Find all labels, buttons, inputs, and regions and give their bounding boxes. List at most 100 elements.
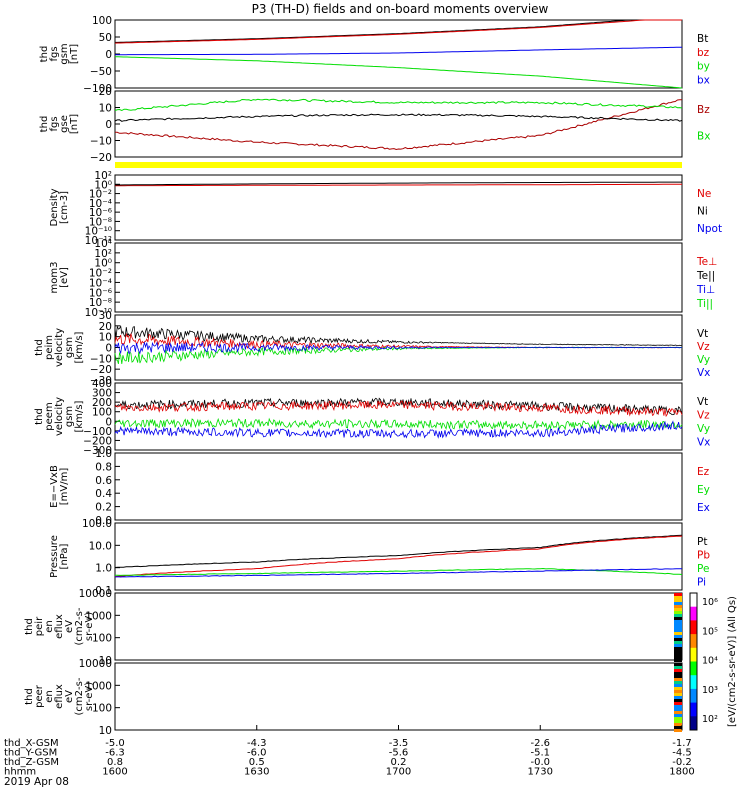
legend-fgs_gsm: bz [697,47,710,59]
ytick-label-peir: 1000 [85,610,112,622]
colorbar-segment [690,606,697,621]
series-Pt [114,534,683,568]
xaxis-value: -5.6 [389,748,409,759]
colorbar-tick: 10⁴ [702,656,718,667]
legend-efield: Ey [697,484,710,496]
panel-frame-temp [114,242,683,313]
xaxis-value: -1.7 [672,738,692,749]
colorbar-segment [690,620,697,635]
legend-peim_v: Vx [697,367,710,379]
spectrogram-cell [674,663,682,666]
ylabel-fgs_gse: fgs [49,116,60,131]
ytick-label-peer: 10000 [79,658,112,670]
series-Bt [115,19,682,43]
colorbar-tick: 10⁵ [702,626,718,637]
panel-frame-peir [114,592,683,661]
xaxis-value: -2.6 [530,738,550,749]
xaxis-value: -0.2 [672,757,692,768]
ytick-label-fgs_gsm: −50 [90,66,112,78]
legend-density: Npot [697,223,722,235]
legend-temp: Ti⊥ [696,284,715,296]
ytick-label-peim_v: −30 [90,375,112,387]
spectrogram-cell [674,656,682,659]
ytick-label-temp: 10⁻⁶ [89,287,112,299]
spectrogram-cell [674,675,682,678]
ytick-label-density: 10² [94,170,112,182]
ytick-label-peem_v: −100 [83,426,112,438]
ytick-label-fgs_gse: 10 [99,103,112,115]
ytick-label-peir: 100 [92,633,112,645]
ytick-label-efield: 0.2 [95,502,112,514]
ytick-label-peir: 10000 [79,588,112,600]
colorbar-segment [690,688,697,704]
spectrogram-cell [674,708,682,711]
ytick-label-temp: 10⁻² [89,268,112,280]
colorbar-segment [690,675,697,690]
panel-frame-fgs_gse [114,90,683,158]
ylabel-peir: thd [24,618,35,635]
legend-fgs_gsm: bx [697,74,710,86]
legend-peem_v: Vz [697,410,710,422]
spectrogram-cell [674,699,682,702]
series-bx [115,46,683,56]
xaxis-value: 1700 [386,767,411,778]
spectrogram-cell [674,617,682,620]
legend-density: Ne [697,188,711,200]
colorbar-label: [eV/(cm2-s-sr-eV)] (All Qs) [727,596,738,727]
ylabel-temp: mom3 [49,262,60,294]
colorbar-frame [689,592,698,731]
ylabel-peer: en [44,690,55,703]
xaxis-value: 0.5 [249,757,265,768]
colorbar-tick: 10⁶ [702,597,718,608]
spectrogram-cell [674,647,682,650]
colorbar-tick: 10² [702,714,718,725]
ylabel-fgs_gsm: thd [39,46,50,63]
colorbar-segment [690,716,697,731]
ylabel-peer: (cm2-s- [74,677,85,715]
x-axis: 2019 Apr 08 thd_X-GSM -5.0 -4.3 -3.5 -2.6 -1.… [4,725,695,788]
xaxis-value: -5.1 [530,748,550,759]
panel-frame-peer [114,662,683,731]
spectrogram-cell [674,623,682,626]
ytick-label-density: 10⁻⁶ [89,207,112,219]
ytick-label-density: 10⁻⁴ [89,198,112,210]
spectrogram-cell [674,629,682,632]
ylabel-pressure: Pressure [49,535,60,578]
xaxis-value: -4.5 [672,748,692,759]
spectrogram-cell [674,608,682,611]
series-bz [114,19,682,44]
ytick-label-efield: 0.4 [95,488,112,500]
ylabel-peim_v: thd [34,339,45,356]
data-layer [114,19,683,732]
spectrogram-cell [674,729,682,732]
xaxis-value: 1730 [528,767,553,778]
colorbar-segment [690,593,697,608]
ylabel-peer: peer [34,684,45,708]
series-Bz [115,99,682,151]
ylabel-fgs_gse: [nT] [69,114,80,134]
panel-frame-peem_v [114,382,683,451]
xaxis-value: -3.5 [389,738,409,749]
ytick-label-peer: 1000 [85,680,112,692]
legend-fgs_gse: Bz [697,104,710,116]
ytick-label-temp: 10² [94,248,112,260]
colorbar-segment [690,634,697,649]
legend-fgs_gsm: by [697,61,710,73]
ylabel-fgs_gse: thd [39,116,50,133]
ylabel-peem_v: [km/s] [74,400,85,432]
legend-peim_v: Vy [697,354,710,366]
spectrogram-cell [674,684,682,687]
legend-pressure: Pe [697,563,709,575]
panel-frame-pressure [114,522,683,591]
series-Vy [114,420,683,439]
spectrogram-cell [674,653,682,656]
xaxis-value: 0.2 [391,757,407,768]
legend-peim_v: Vz [697,341,710,353]
legend-peem_v: Vt [697,396,708,408]
ytick-label-temp: 10⁴ [94,238,112,250]
ytick-label-peim_v: −10 [90,353,112,365]
xaxis-row-label: hhmm [4,767,36,778]
xaxis-value: -5.0 [105,738,125,749]
ytick-label-efield: 0.0 [95,515,112,527]
ylabel-peir: peir [34,616,45,636]
